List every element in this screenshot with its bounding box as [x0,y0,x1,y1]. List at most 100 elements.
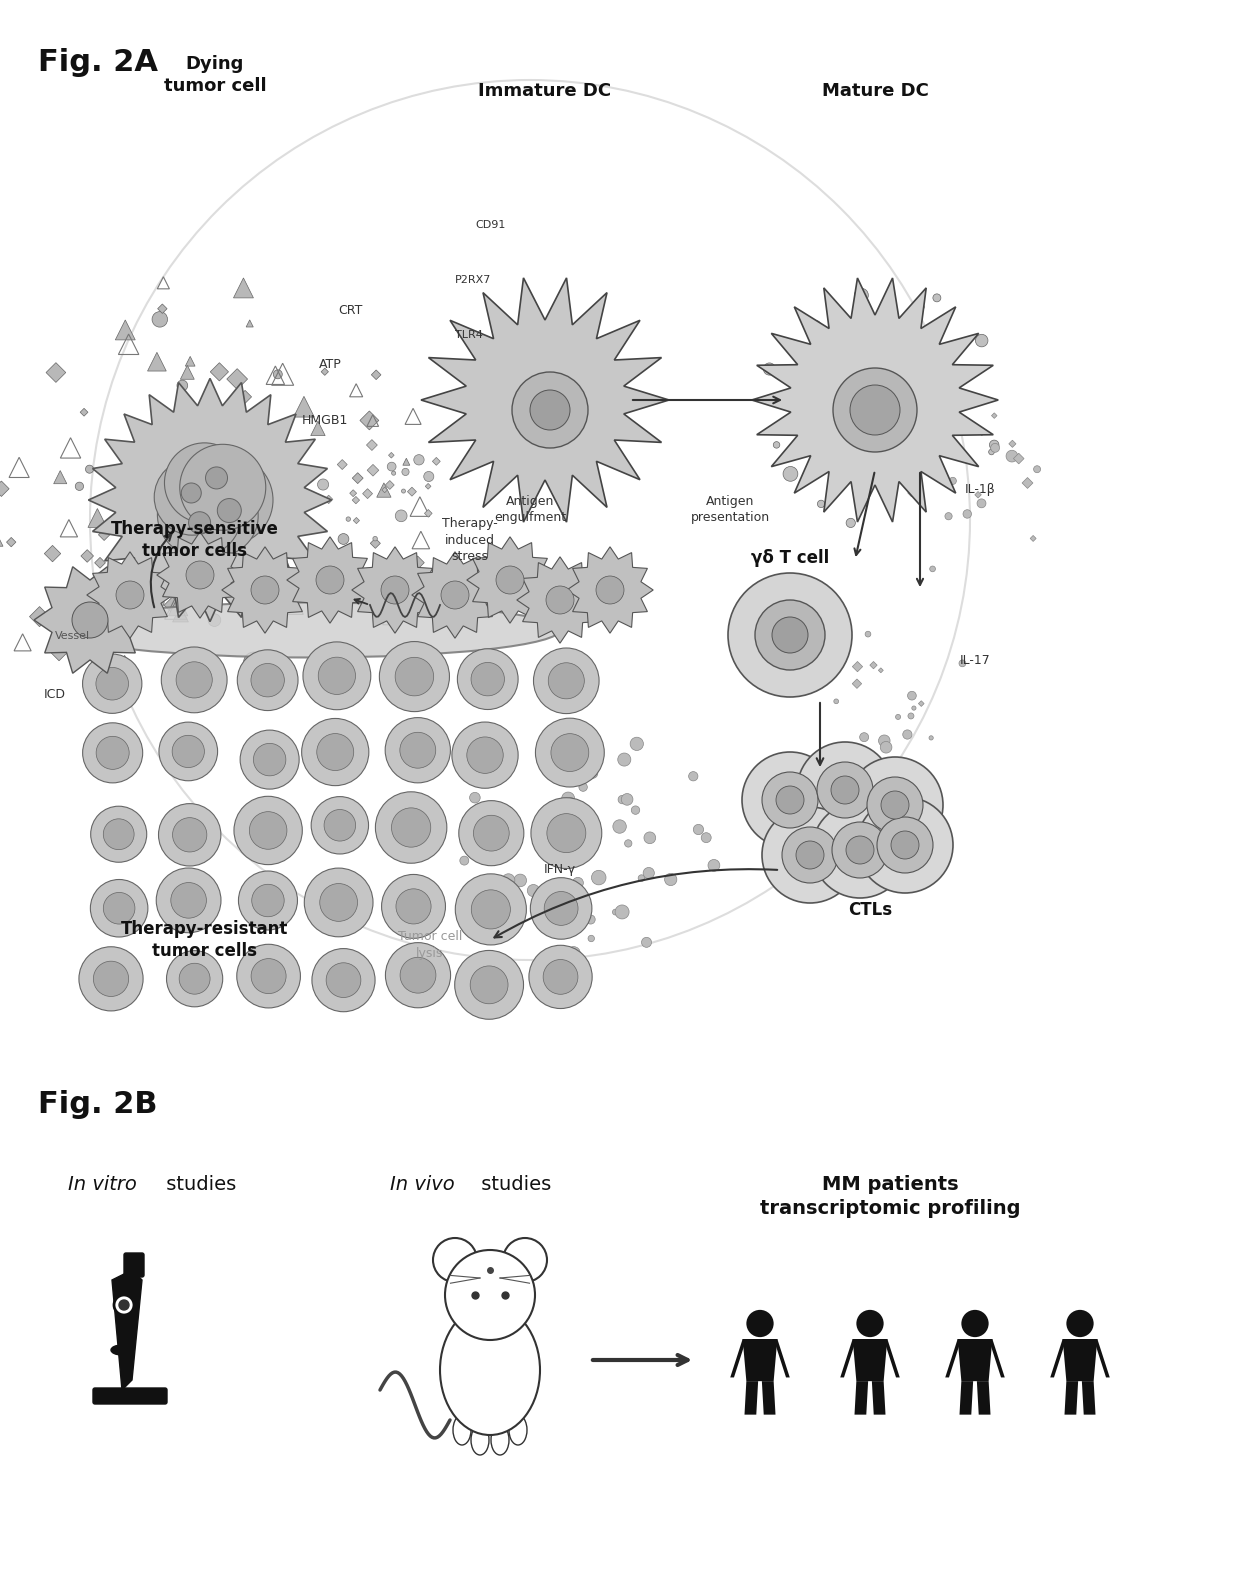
Polygon shape [286,537,373,623]
Polygon shape [362,488,372,499]
Circle shape [445,1250,534,1340]
Circle shape [782,827,838,882]
Circle shape [396,510,407,522]
Text: MM patients
transcriptomic profiling: MM patients transcriptomic profiling [760,1175,1021,1218]
Polygon shape [1063,1339,1097,1382]
Polygon shape [774,1339,790,1377]
Circle shape [387,463,396,471]
Circle shape [543,959,578,994]
Circle shape [252,884,284,917]
Polygon shape [841,1339,857,1377]
Circle shape [588,935,594,941]
Polygon shape [238,391,252,404]
Circle shape [930,566,935,572]
Text: ICD: ICD [43,688,66,701]
Ellipse shape [60,603,560,658]
Circle shape [918,304,924,310]
Polygon shape [246,320,253,328]
Circle shape [631,806,640,814]
Circle shape [613,909,619,914]
Circle shape [765,364,770,370]
Polygon shape [852,679,862,688]
Circle shape [1066,1310,1094,1337]
Circle shape [846,836,874,863]
Circle shape [544,892,578,925]
Polygon shape [367,439,377,450]
Polygon shape [422,278,670,522]
Circle shape [797,743,893,838]
Circle shape [1006,450,1018,463]
Circle shape [644,868,655,879]
Circle shape [513,875,527,887]
Circle shape [892,832,919,859]
Circle shape [161,647,227,712]
Polygon shape [321,542,339,558]
Circle shape [742,752,838,847]
Circle shape [932,294,941,302]
Polygon shape [45,545,61,561]
Polygon shape [975,491,981,498]
Circle shape [396,889,432,924]
Circle shape [103,819,134,849]
Polygon shape [0,482,9,496]
Circle shape [250,959,286,994]
Polygon shape [88,509,107,528]
Polygon shape [115,655,134,674]
Circle shape [763,773,818,828]
Polygon shape [371,370,381,380]
Circle shape [746,1310,774,1337]
Polygon shape [408,487,417,496]
Circle shape [83,653,141,714]
Polygon shape [211,363,228,382]
Polygon shape [148,353,166,370]
Polygon shape [1094,1339,1110,1377]
Text: CRT: CRT [337,304,362,316]
Circle shape [470,792,480,803]
Circle shape [688,771,698,781]
Circle shape [618,754,631,766]
Polygon shape [761,1382,775,1415]
Circle shape [665,873,677,886]
Polygon shape [185,356,195,366]
Circle shape [171,882,206,917]
Circle shape [641,938,651,948]
Circle shape [988,448,994,455]
Polygon shape [908,490,915,496]
Circle shape [250,663,284,696]
Circle shape [433,1239,477,1282]
Circle shape [832,822,888,878]
Polygon shape [164,596,181,614]
Circle shape [471,890,511,929]
Polygon shape [112,1270,143,1390]
Circle shape [392,471,396,475]
Circle shape [533,649,599,714]
Circle shape [95,668,129,700]
Circle shape [579,962,587,968]
Circle shape [86,466,93,474]
FancyArrowPatch shape [632,396,780,404]
Circle shape [961,1310,988,1337]
Circle shape [460,855,469,865]
Polygon shape [0,531,2,547]
Circle shape [186,561,215,588]
Circle shape [319,657,356,695]
Circle shape [172,817,207,852]
Polygon shape [852,661,863,673]
FancyBboxPatch shape [93,1388,167,1404]
Circle shape [217,499,242,523]
Circle shape [184,455,273,545]
Polygon shape [567,547,653,633]
Circle shape [921,420,926,423]
Circle shape [580,902,588,908]
Circle shape [833,367,918,452]
Polygon shape [157,304,167,313]
Circle shape [817,762,873,817]
Polygon shape [424,509,433,517]
Text: Therapy-resistant
tumor cells: Therapy-resistant tumor cells [122,921,289,960]
Circle shape [376,792,446,863]
Circle shape [618,795,626,805]
Circle shape [496,566,525,595]
Circle shape [114,1294,134,1315]
Polygon shape [81,409,88,417]
Circle shape [929,736,934,739]
